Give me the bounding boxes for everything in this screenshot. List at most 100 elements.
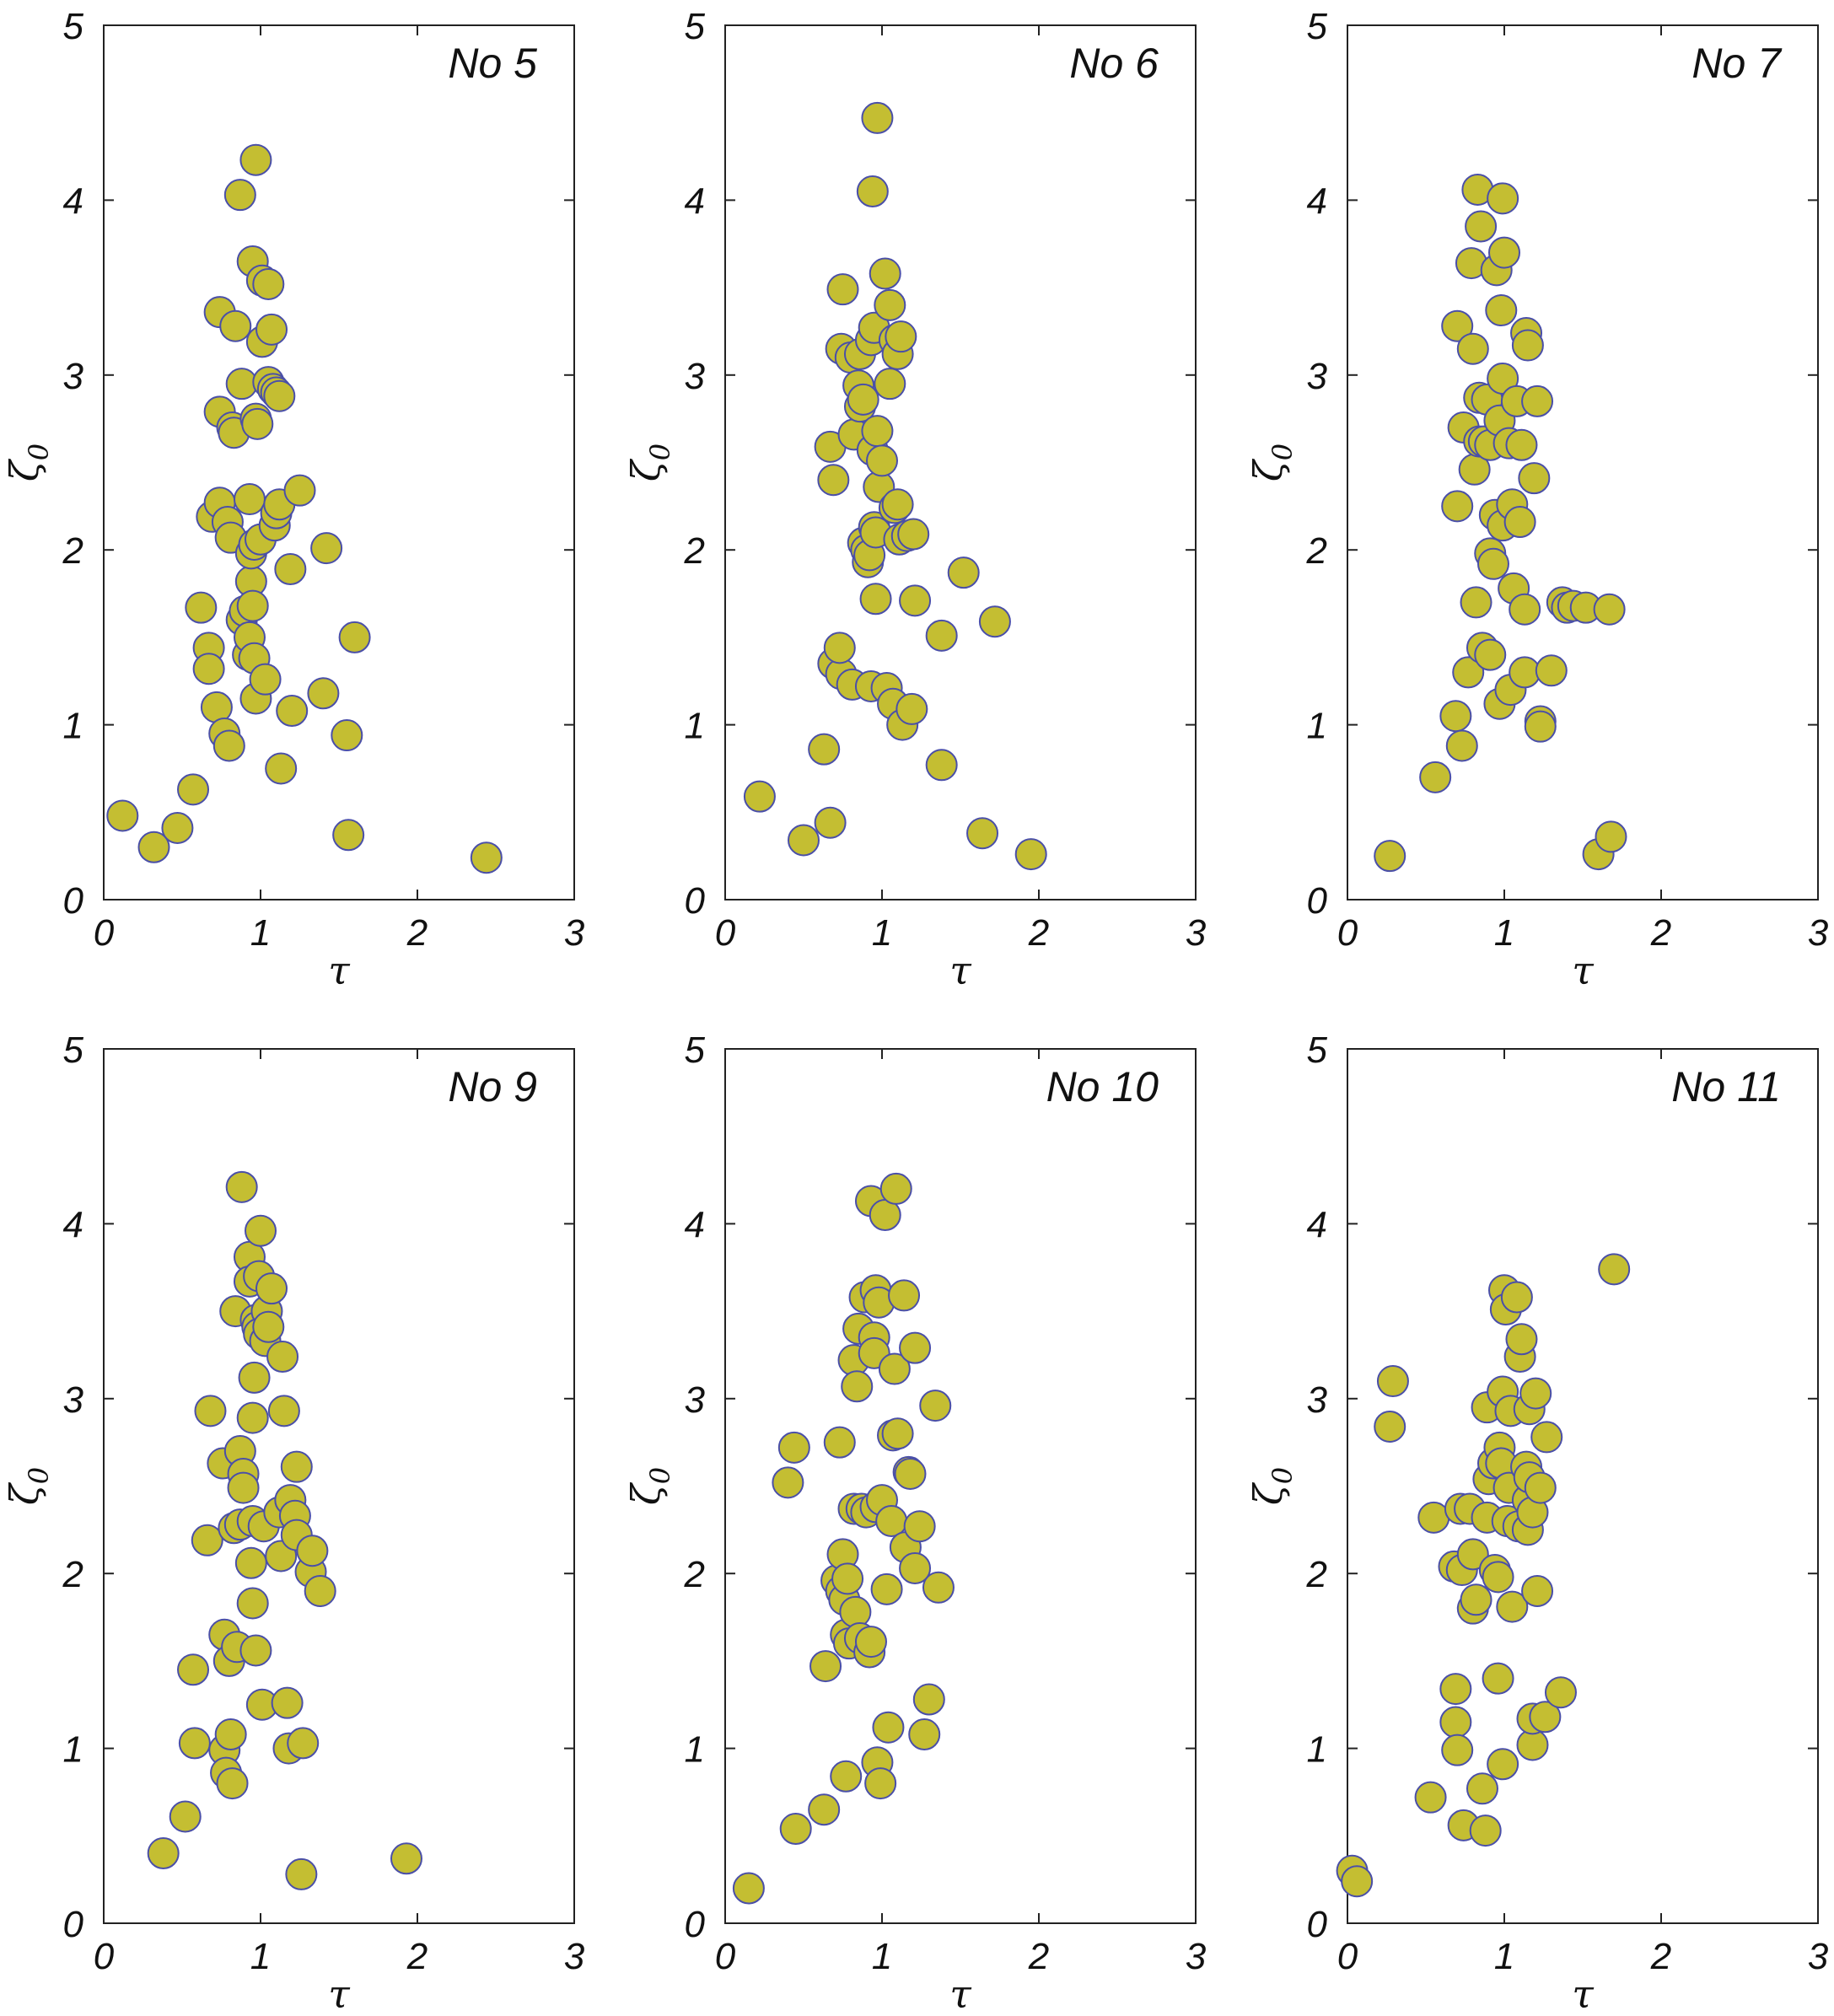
data-point (241, 407, 274, 440)
y-tick-label: 5 (685, 6, 706, 47)
data-point (894, 1457, 927, 1490)
plot-frame (1347, 1048, 1819, 1924)
y-axis-symbol: ζ (623, 1481, 669, 1505)
data-point (338, 621, 371, 653)
data-point (925, 619, 958, 652)
y-tick-label: 1 (685, 706, 705, 747)
data-point (1482, 1561, 1514, 1594)
data-point (1535, 654, 1568, 687)
y-axis-subscript: 0 (644, 444, 676, 460)
data-point (1374, 1410, 1406, 1443)
y-tick-label: 3 (685, 1379, 706, 1421)
data-point (1476, 547, 1509, 580)
y-tick-label: 2 (62, 1554, 83, 1595)
data-point (285, 1857, 318, 1890)
y-axis-label: ζ0 (2, 444, 55, 481)
y-tick-label: 4 (1307, 180, 1327, 222)
data-point (925, 749, 958, 782)
data-point (817, 464, 850, 497)
y-tick-label: 0 (685, 880, 706, 922)
x-tick-label: 3 (1186, 912, 1207, 954)
x-tick-label: 1 (250, 912, 271, 954)
y-tick-label: 0 (63, 880, 84, 922)
y-tick-label: 5 (63, 1030, 84, 1071)
data-point (872, 1711, 905, 1744)
y-axis-symbol: ζ (1245, 1481, 1291, 1505)
data-point (743, 780, 776, 813)
y-tick-label: 4 (1307, 1204, 1327, 1245)
data-point (137, 831, 170, 863)
data-point (192, 653, 225, 685)
y-tick-label: 1 (685, 1729, 705, 1771)
data-point (280, 1450, 313, 1483)
data-point (214, 1718, 247, 1751)
y-tick-label: 3 (685, 356, 706, 397)
y-axis-subscript: 0 (644, 1467, 676, 1484)
data-point (864, 1767, 897, 1800)
y-axis-symbol: ζ (2, 458, 47, 481)
data-point (859, 583, 892, 616)
data-point (1482, 1662, 1514, 1695)
data-point (814, 806, 847, 839)
y-tick-label: 4 (63, 1204, 83, 1245)
y-tick-label: 2 (684, 530, 705, 572)
data-point (788, 824, 820, 857)
y-axis-label: ζ0 (1245, 444, 1299, 481)
data-point (245, 1214, 277, 1247)
data-point (978, 605, 1011, 638)
data-point (169, 1800, 202, 1833)
data-point (239, 143, 272, 176)
y-tick-label: 3 (63, 1379, 84, 1421)
data-point (1598, 1253, 1631, 1286)
data-point (1509, 593, 1541, 626)
data-point (1466, 1772, 1498, 1805)
data-point (267, 1395, 300, 1427)
data-point (1593, 593, 1626, 626)
data-point (1417, 1501, 1450, 1534)
data-point (1456, 332, 1489, 365)
data-point (874, 288, 906, 321)
data-point (881, 488, 914, 521)
x-tick-label: 1 (1494, 912, 1514, 954)
data-point (1460, 586, 1492, 619)
data-point (236, 1401, 269, 1434)
y-tick-label: 5 (63, 6, 84, 47)
data-point (234, 1546, 267, 1579)
y-axis-subscript: 0 (23, 444, 55, 460)
data-point (106, 799, 139, 832)
data-point (255, 313, 288, 346)
data-point (1521, 384, 1554, 417)
data-point (283, 474, 316, 507)
data-point (287, 1727, 320, 1760)
y-tick-label: 0 (1307, 880, 1328, 922)
y-axis-symbol: ζ (1245, 458, 1291, 481)
data-point (809, 1650, 842, 1683)
data-point (947, 556, 980, 589)
data-point (276, 695, 309, 728)
x-tick-label: 1 (872, 1936, 892, 1977)
data-point (212, 729, 245, 762)
data-point (296, 1535, 329, 1567)
data-point (255, 1272, 288, 1305)
data-point (265, 752, 298, 785)
data-point (249, 663, 282, 696)
x-tick-label: 0 (94, 1936, 115, 1977)
x-tick-label: 2 (1028, 1936, 1049, 1977)
y-tick-label: 5 (1307, 6, 1328, 47)
data-point (239, 1634, 272, 1667)
data-point (225, 1170, 258, 1203)
data-point (899, 584, 932, 617)
data-point (266, 1341, 299, 1374)
data-point (1487, 182, 1519, 215)
data-point (1341, 1865, 1374, 1898)
data-point (1496, 1590, 1529, 1623)
data-point (1419, 761, 1452, 793)
data-point (869, 257, 901, 290)
y-tick-label: 3 (63, 356, 84, 397)
x-axis-label: τ (949, 1971, 972, 2016)
data-point (1500, 1281, 1533, 1314)
